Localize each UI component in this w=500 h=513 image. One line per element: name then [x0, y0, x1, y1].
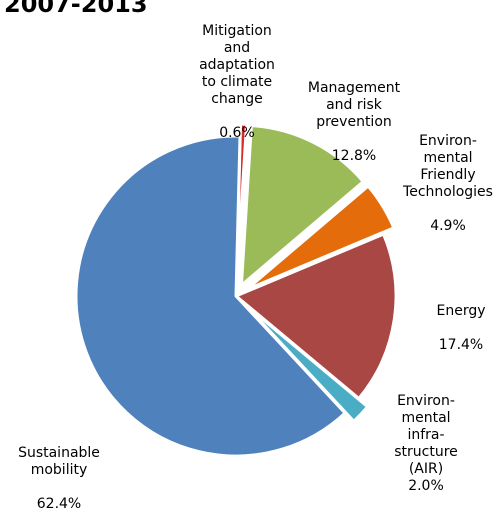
slice-name: Environ- mental Friendly Technologies [403, 133, 493, 200]
slice-value: 62.4% [36, 496, 82, 512]
chart-title: 2007-2013 [4, 0, 148, 18]
slice-value: 17.4% [438, 337, 484, 353]
pie-slice [239, 124, 365, 287]
slice-label-technologies: Environ- mental Friendly Technologies 4.… [393, 116, 500, 235]
pie-chart [74, 122, 398, 458]
pie-slice [243, 302, 370, 423]
pie-slice [244, 184, 396, 292]
pie-slice [74, 134, 347, 458]
slice-label-management: Management and risk prevention 12.8% [294, 63, 414, 165]
slice-name: Management and risk prevention [307, 80, 401, 130]
pie-slice [235, 122, 249, 286]
slice-name: Sustainable mobility [18, 445, 100, 478]
slice-name: Energy [436, 303, 486, 319]
slice-label-mitigation: Mitigation and adaptation to climate cha… [175, 6, 299, 142]
slice-value: 0.6% [219, 125, 255, 141]
slice-name: Mitigation and adaptation to climate cha… [199, 23, 275, 107]
pie-slice [234, 232, 398, 400]
slice-value: 4.9% [430, 218, 466, 234]
slice-value: 12.8% [331, 148, 377, 164]
slice-label-infrastructure: Environ- mental infra- structure (AIR) 2… [371, 376, 481, 495]
slice-label-mobility: Sustainable mobility 62.4% [4, 428, 114, 513]
slice-name: Environ- mental infra- structure (AIR) [394, 393, 458, 477]
slice-label-energy: Energy 17.4% [426, 286, 496, 354]
slice-value: 2.0% [408, 478, 444, 494]
